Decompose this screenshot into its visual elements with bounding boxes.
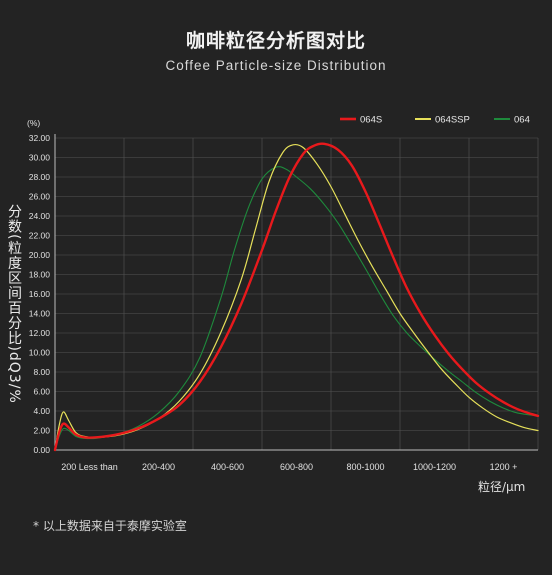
series-line-064ssp	[54, 143, 539, 451]
x-tick-label: 1000-1200	[413, 462, 456, 472]
y-tick-label: 24.00	[29, 211, 51, 221]
x-tick-label: 600-800	[280, 462, 313, 472]
x-tick-label: 400-600	[211, 462, 244, 472]
y-tick-label: 16.00	[29, 289, 51, 299]
legend-label-064s: 064S	[360, 115, 382, 126]
y-tick-label: 30.00	[29, 153, 51, 163]
y-tick-label: 10.00	[29, 348, 51, 358]
series-line-064	[54, 166, 539, 451]
chart-subtitle: Coffee Particle-size Distribution	[165, 58, 387, 73]
y-tick-label: 0.00	[33, 445, 50, 455]
y-tick-label: 12.00	[29, 328, 51, 338]
chart-title: 咖啡粒径分析图对比	[185, 30, 366, 52]
y-tick-label: 14.00	[29, 309, 51, 319]
y-axis-label: 分数(粒度区间百分比)dQ3/%	[6, 204, 22, 404]
footnote: * 以上数据来自于泰摩实验室	[33, 519, 187, 533]
y-tick-label: 20.00	[29, 250, 51, 260]
y-tick-label: 8.00	[33, 367, 50, 377]
y-unit-label: (%)	[27, 118, 40, 128]
y-tick-label: 28.00	[29, 172, 51, 182]
x-axis-label: 粒径/μm	[478, 480, 526, 494]
y-tick-label: 26.00	[29, 192, 51, 202]
y-tick-label: 32.00	[29, 133, 51, 143]
x-tick-label: 200 Less than	[61, 462, 118, 472]
x-tick-label: 800-1000	[346, 462, 384, 472]
y-tick-label: 6.00	[33, 387, 50, 397]
legend-label-064: 064	[514, 115, 530, 126]
y-tick-label: 4.00	[33, 406, 50, 416]
y-tick-label: 22.00	[29, 231, 51, 241]
series-line-064s	[53, 142, 540, 452]
x-tick-label: 1200 +	[490, 462, 518, 472]
x-tick-label: 200-400	[142, 462, 175, 472]
y-tick-label: 18.00	[29, 270, 51, 280]
y-tick-label: 2.00	[33, 426, 50, 436]
legend-label-064ssp: 064SSP	[435, 115, 470, 126]
